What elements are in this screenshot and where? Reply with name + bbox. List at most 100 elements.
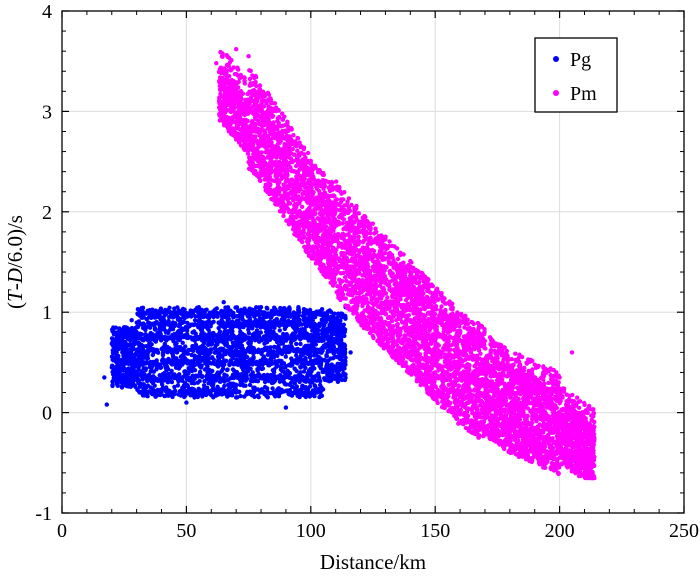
pg-point [221, 331, 227, 337]
pg-point [233, 322, 238, 328]
pg-point [286, 391, 291, 397]
pg-point [239, 353, 245, 358]
pg-point [306, 368, 312, 373]
pg-point [252, 374, 257, 379]
pg-point [130, 356, 136, 361]
pg-point [227, 390, 232, 396]
pg-point [120, 383, 125, 388]
pg-point [206, 357, 211, 363]
pg-point [190, 311, 196, 316]
pg-point [153, 339, 158, 344]
pg-point [209, 382, 214, 388]
pg-point [146, 310, 151, 315]
pg-point [140, 351, 145, 356]
pg-point [182, 381, 188, 386]
pg-point [278, 367, 284, 372]
pm-point [291, 133, 296, 138]
pg-point [142, 355, 147, 360]
pg-point [331, 351, 336, 356]
pg-point [327, 326, 332, 331]
pg-point [337, 332, 343, 337]
pg-point [259, 366, 264, 372]
pg-point [172, 360, 178, 365]
pg-point [294, 353, 299, 358]
pg-point [341, 330, 347, 335]
pg-point [260, 318, 265, 324]
pg-point [123, 353, 129, 359]
pg-point [188, 375, 194, 381]
pg-point [263, 334, 268, 340]
pg-point [266, 360, 271, 365]
pg-point [141, 338, 146, 343]
pg-point [184, 349, 189, 354]
pg-point [128, 329, 133, 334]
pg-point [158, 377, 163, 382]
pg-point [159, 390, 164, 395]
pg-point [333, 320, 338, 325]
pg-point [116, 339, 121, 344]
pg-point [294, 341, 299, 347]
pg-point [281, 379, 286, 384]
pg-point [348, 350, 353, 355]
pg-point [213, 343, 218, 348]
pg-point [292, 366, 297, 371]
pg-point [292, 381, 297, 386]
pg-point [141, 324, 147, 329]
pg-point [253, 378, 258, 384]
pg-point [247, 344, 252, 350]
pg-point [277, 328, 282, 333]
pg-point [264, 386, 270, 391]
pg-point [197, 364, 203, 369]
pg-point [158, 323, 164, 328]
pg-point [233, 383, 239, 388]
pg-point [310, 342, 316, 347]
pg-point [234, 360, 240, 365]
pg-point [305, 351, 310, 357]
pg-point [282, 306, 287, 311]
pg-point [264, 393, 269, 398]
pg-point [282, 335, 287, 340]
pg-point [182, 394, 187, 400]
pg-point [299, 350, 304, 356]
pg-point [206, 327, 211, 333]
pg-point [332, 331, 338, 336]
pg-point [310, 312, 316, 318]
pg-point [225, 367, 230, 373]
pg-point [146, 315, 152, 320]
pg-point [283, 319, 288, 324]
pg-point [110, 383, 115, 389]
pg-point [317, 336, 323, 342]
pg-point [279, 318, 284, 324]
pg-point [154, 360, 159, 366]
pg-point [277, 312, 282, 317]
pg-point [130, 361, 135, 366]
pg-point [312, 374, 318, 379]
pg-point [165, 349, 171, 354]
pg-point [317, 382, 323, 388]
pg-point [234, 395, 239, 400]
pg-point [111, 325, 116, 330]
pg-point [160, 372, 165, 377]
pg-point [158, 332, 163, 337]
pg-point [341, 359, 346, 365]
pg-point [191, 322, 196, 328]
pg-point [312, 383, 317, 388]
pg-point [165, 344, 170, 350]
pg-point [234, 305, 240, 310]
pg-point [109, 365, 115, 370]
pg-point [172, 348, 177, 353]
pg-point [265, 306, 270, 311]
pg-point [194, 334, 200, 340]
pg-point [289, 347, 294, 352]
pg-point [176, 308, 182, 313]
pg-point [219, 314, 225, 319]
pg-point [163, 364, 168, 369]
pg-point [201, 358, 206, 363]
pg-point [156, 314, 162, 320]
pg-point [214, 306, 219, 311]
pg-point [204, 366, 209, 371]
pg-point [211, 395, 216, 400]
pg-point [221, 386, 226, 392]
pg-point [261, 372, 267, 378]
pg-point [133, 360, 139, 365]
